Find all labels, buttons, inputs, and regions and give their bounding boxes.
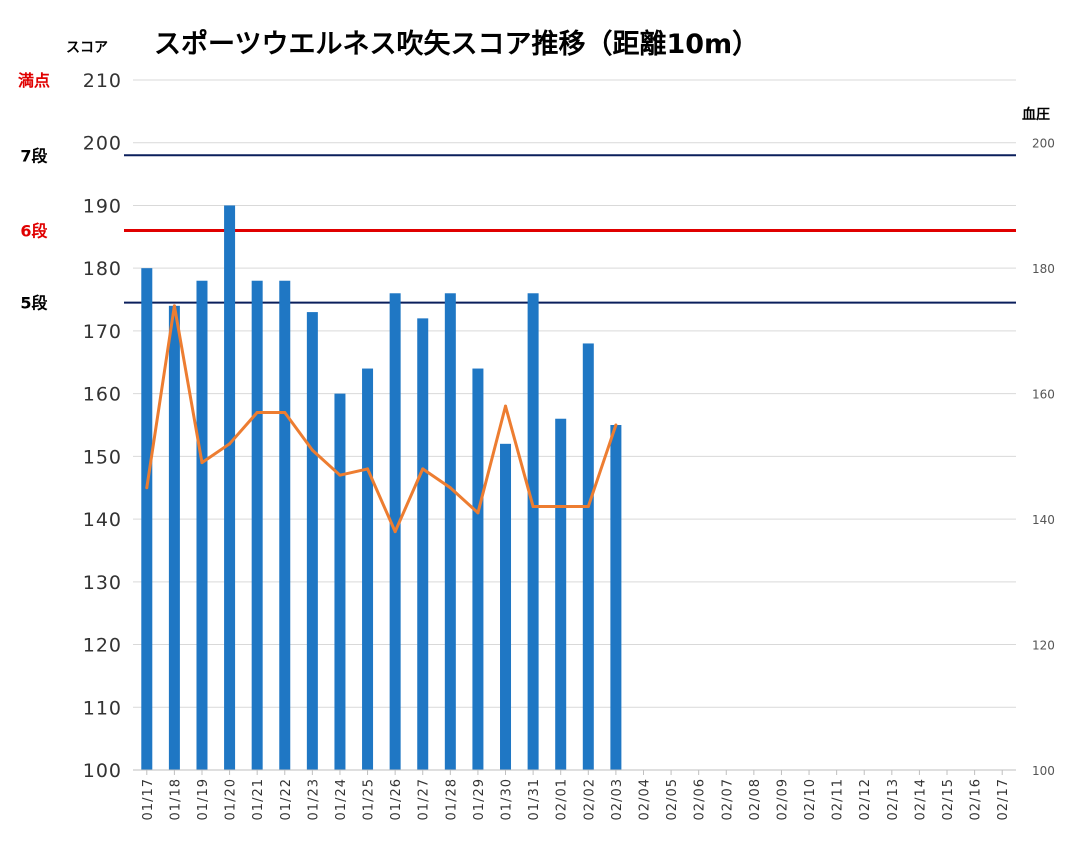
bar: [279, 280, 291, 770]
x-tick-label: 01/26: [389, 778, 404, 820]
x-tick-label: 02/15: [941, 778, 956, 820]
x-tick-label: 02/08: [748, 778, 763, 820]
bar-series: [141, 205, 622, 771]
y2-tick-label: 180: [1032, 262, 1055, 276]
bar: [527, 293, 539, 770]
x-tick-label: 02/03: [610, 778, 625, 820]
reference-label: 6段: [20, 222, 48, 241]
line-point: [504, 404, 508, 408]
x-tick-label: 01/25: [362, 778, 377, 820]
x-tick-label: 01/18: [168, 778, 183, 820]
bar: [472, 368, 484, 770]
bar: [224, 205, 236, 771]
line-point: [586, 505, 590, 509]
x-tick-label: 02/14: [913, 778, 928, 820]
bar: [168, 305, 180, 770]
y-tick-label: 140: [83, 509, 122, 531]
x-tick-label: 02/07: [720, 778, 735, 820]
y2-axis-title: 血圧: [1022, 106, 1050, 123]
x-tick-label: 02/12: [858, 778, 873, 820]
y-tick-label: 160: [83, 384, 122, 406]
bar: [610, 425, 622, 770]
line-point: [476, 511, 480, 515]
y-tick-label: 150: [83, 446, 122, 468]
line-point: [283, 410, 287, 414]
x-tick-label: 02/10: [803, 778, 818, 820]
x-tick-label: 01/29: [472, 778, 487, 820]
line-point: [614, 423, 618, 427]
grid-lines: [133, 79, 1016, 708]
x-tick-label: 01/22: [279, 778, 294, 820]
line-point: [255, 410, 259, 414]
reference-label: 5段: [20, 294, 48, 313]
bar: [582, 343, 594, 770]
line-point: [200, 461, 204, 465]
y-tick-label: 130: [83, 572, 122, 594]
bar: [334, 393, 346, 770]
line-point: [172, 304, 176, 308]
line-point: [228, 442, 232, 446]
line-point: [393, 530, 397, 534]
line-point: [310, 448, 314, 452]
x-tick-label: 02/02: [582, 778, 597, 820]
line-point: [559, 505, 563, 509]
x-tick-label: 02/13: [886, 778, 901, 820]
x-tick-label: 01/28: [444, 778, 459, 820]
x-tick-label: 01/23: [306, 778, 321, 820]
x-tick-label: 02/17: [996, 778, 1011, 820]
x-tick-label: 01/31: [527, 778, 542, 820]
line-point: [366, 467, 370, 471]
line-series: [145, 304, 618, 534]
x-tick-label: 02/04: [637, 778, 652, 820]
line-point: [145, 486, 149, 490]
bar: [417, 318, 429, 770]
axes: 100 110 120 130 140 150 160 170 180 190 200 210 100 1…: [83, 70, 1055, 820]
x-tick-label: 02/11: [831, 778, 846, 820]
y-axis-title: スコア: [66, 40, 108, 56]
x-tick-label: 01/24: [334, 778, 349, 820]
x-tick-label: 02/06: [693, 778, 708, 820]
bar: [500, 443, 512, 770]
line-point: [338, 473, 342, 477]
x-tick-label: 01/19: [196, 778, 211, 820]
line-series-path: [145, 304, 618, 534]
bar: [251, 280, 263, 770]
y2-tick-label: 140: [1032, 513, 1055, 527]
y2-tick-label: 160: [1032, 388, 1055, 402]
y-tick-label: 190: [83, 195, 122, 217]
x-tick-label: 02/01: [555, 778, 570, 820]
y-tick-label: 210: [83, 70, 122, 92]
x-tick-label: 01/20: [224, 778, 239, 820]
y2-tick-label: 100: [1032, 764, 1055, 778]
y2-tick-label: 120: [1032, 639, 1055, 653]
reference-label: 満点: [18, 71, 50, 90]
bar: [141, 268, 153, 770]
bar: [444, 293, 456, 770]
line-point: [421, 467, 425, 471]
x-tick-label: 01/27: [417, 778, 432, 820]
y2-tick-label: 200: [1032, 137, 1055, 151]
x-tick-label: 02/05: [665, 778, 680, 820]
x-tick-label: 01/21: [251, 778, 266, 820]
bar: [196, 280, 208, 770]
y-tick-label: 200: [83, 133, 122, 155]
bar: [306, 312, 318, 770]
reference-lines: 満点 7段 6段 5段: [18, 71, 1016, 313]
x-tick-label: 02/16: [969, 778, 984, 820]
y-tick-label: 180: [83, 258, 122, 280]
x-tick-label: 01/30: [500, 778, 515, 820]
y-tick-label: 100: [83, 760, 122, 782]
y-tick-label: 120: [83, 635, 122, 657]
y-tick-label: 110: [83, 697, 122, 719]
reference-label: 7段: [20, 146, 48, 165]
line-point: [531, 505, 535, 509]
x-tick-label: 01/17: [141, 778, 156, 820]
bar: [362, 368, 374, 770]
y-tick-label: 170: [83, 321, 122, 343]
x-tick-label: 02/09: [775, 778, 790, 820]
bar: [555, 418, 567, 770]
chart-title: スポーツウエルネス吹矢スコア推移（距離10m）: [154, 28, 759, 60]
line-point: [448, 486, 452, 490]
